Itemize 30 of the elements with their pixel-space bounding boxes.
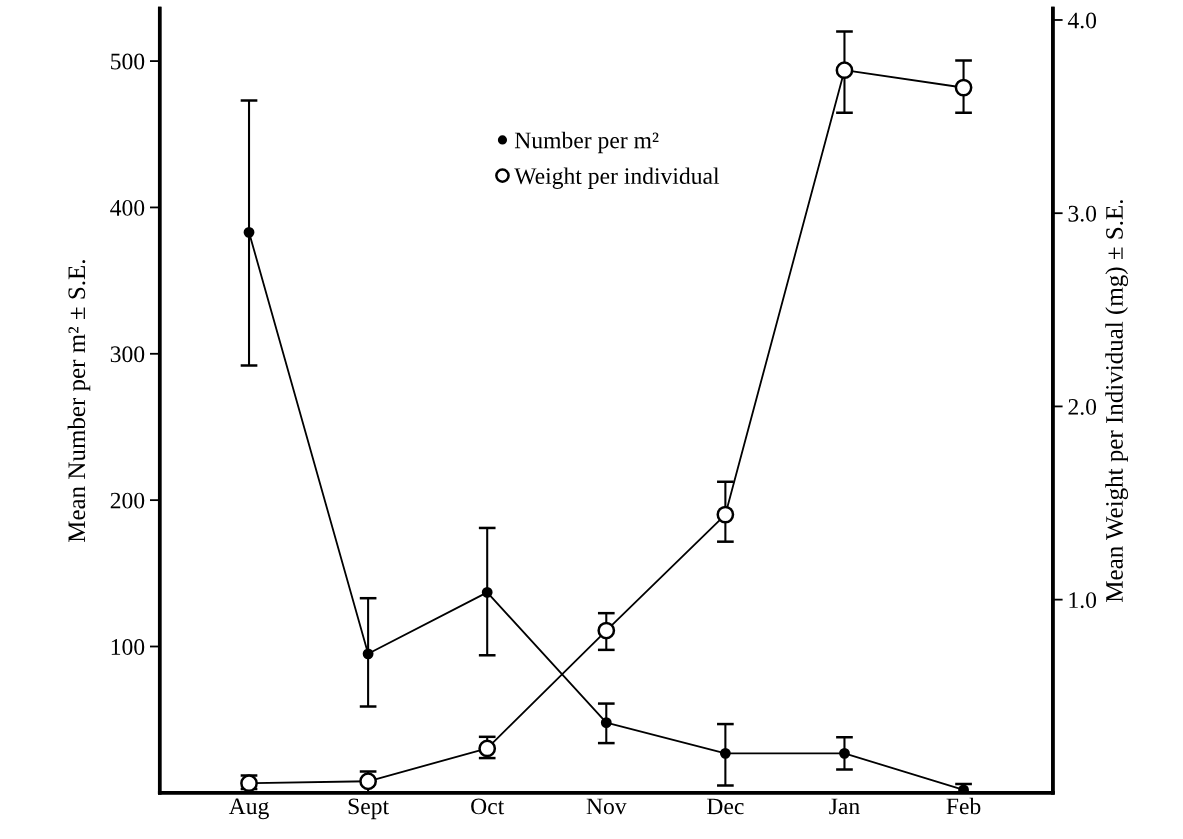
y-tick-label: 100 xyxy=(111,638,145,655)
y2-tick-label: 3.0 xyxy=(1068,205,1097,222)
y-tick-label: 300 xyxy=(110,346,145,363)
y2-tick-label: 1.0 xyxy=(1069,592,1097,609)
point xyxy=(839,747,850,759)
point xyxy=(600,717,612,729)
y2-tick-label: 4.0 xyxy=(1067,12,1097,29)
y-axis-title: Mean Number per m² ± S.E. xyxy=(67,260,91,543)
legend-label: Number per m² xyxy=(514,131,659,154)
y-tick-label: 500 xyxy=(111,53,145,70)
y2-tick-label: 2.0 xyxy=(1068,398,1097,415)
x-tick-label: Jan xyxy=(829,798,860,815)
y-tick-label: 400 xyxy=(110,199,145,216)
legend-label: Weight per individual xyxy=(514,167,720,189)
point xyxy=(243,226,255,238)
x-tick-label: Nov xyxy=(586,798,627,815)
point xyxy=(481,586,493,598)
x-tick-label: Sept xyxy=(348,798,389,820)
point xyxy=(835,61,854,80)
point xyxy=(716,505,735,524)
point xyxy=(362,648,374,660)
x-tick-label: Oct xyxy=(471,798,505,815)
y-tick-label: 200 xyxy=(110,492,145,509)
x-tick-label: Dec xyxy=(707,798,744,815)
point xyxy=(719,747,731,759)
x-tick-label: Feb xyxy=(946,797,981,815)
point xyxy=(597,621,616,640)
y2-axis-title: Mean Weight per Individual (mg) ± S.E. xyxy=(1105,200,1129,603)
x-tick-label: Aug xyxy=(228,798,269,820)
point xyxy=(954,78,973,97)
